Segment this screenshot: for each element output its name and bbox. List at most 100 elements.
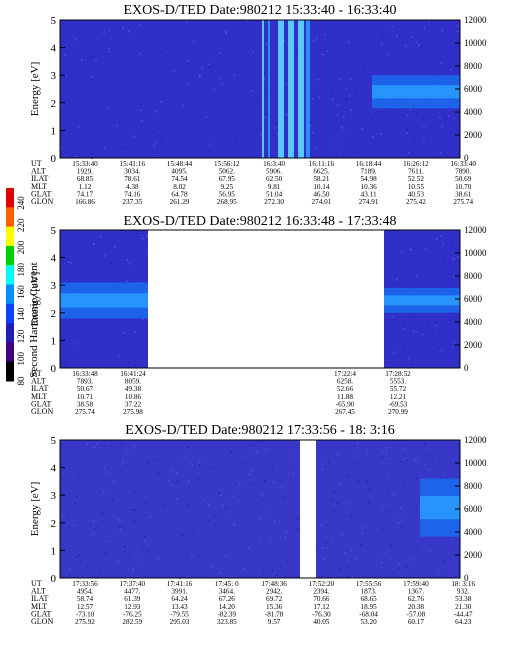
noise-speck xyxy=(400,507,402,509)
ephemeris-value: 7890. xyxy=(455,168,471,176)
ephemeris-value: 3034. xyxy=(124,168,140,176)
noise-speck xyxy=(218,492,220,494)
noise-speck xyxy=(356,442,358,445)
ephemeris-value: 64.78 xyxy=(171,190,188,198)
energy-tick-label: 0 xyxy=(51,153,57,165)
noise-speck xyxy=(286,531,288,534)
ephemeris-value: 295.03 xyxy=(170,618,190,626)
noise-speck xyxy=(91,76,93,78)
noise-speck xyxy=(116,124,118,127)
noise-speck xyxy=(77,32,80,35)
noise-speck xyxy=(314,118,316,120)
noise-speck xyxy=(390,545,392,547)
noise-speck xyxy=(91,533,94,536)
ephemeris-value: 8.02 xyxy=(173,183,186,191)
ephemeris-value: -44.47 xyxy=(454,610,473,618)
colorbar-band xyxy=(6,342,14,363)
temperature-tick-label: 4000 xyxy=(464,527,483,537)
noise-speck xyxy=(75,495,77,498)
noise-speck xyxy=(81,59,83,61)
noise-speck xyxy=(107,66,109,68)
ephemeris-row-label: ILAT xyxy=(31,174,48,183)
noise-speck xyxy=(209,143,212,145)
noise-speck xyxy=(385,255,387,257)
ephemeris-value: 55.72 xyxy=(390,385,407,393)
ephemeris-row-label: MLT xyxy=(31,392,47,401)
noise-speck xyxy=(253,447,255,449)
ephemeris-value: 18.95 xyxy=(361,603,378,611)
ephemeris-value: 1.12 xyxy=(79,183,92,191)
ephemeris-value: 1367. xyxy=(408,588,424,596)
noise-speck xyxy=(233,26,235,28)
noise-speck xyxy=(347,566,350,569)
noise-speck xyxy=(314,147,317,149)
energy-band-core xyxy=(372,85,460,99)
colorbar-tick-label: 100 xyxy=(16,352,26,366)
noise-speck xyxy=(103,467,106,469)
noise-speck xyxy=(139,24,141,26)
noise-speck xyxy=(67,247,69,250)
ephemeris-row-label: MLT xyxy=(31,182,47,191)
noise-speck xyxy=(275,123,277,126)
noise-speck xyxy=(119,470,122,473)
noise-speck xyxy=(225,32,227,35)
spectrogram-panels: EXOS-D/TED Date:980212 15:33:40 - 16:33:… xyxy=(29,3,505,626)
noise-speck xyxy=(326,50,329,53)
noise-speck xyxy=(361,476,364,479)
ephemeris-value: 4.38 xyxy=(126,183,139,191)
noise-speck xyxy=(224,31,227,33)
ephemeris-value: 16:33:40 xyxy=(450,160,476,168)
ephemeris-value: 74.54 xyxy=(171,175,188,183)
ephemeris-value: -79.55 xyxy=(170,610,189,618)
noise-speck xyxy=(425,248,427,250)
noise-speck xyxy=(453,341,455,344)
noise-speck xyxy=(368,113,370,115)
ephemeris-value: -81.78 xyxy=(265,610,284,618)
temperature-tick-label: 2000 xyxy=(464,130,483,140)
ephemeris-value: 50.67 xyxy=(77,385,94,393)
noise-speck xyxy=(229,113,231,115)
noise-speck xyxy=(380,133,382,135)
ephemeris-value: -82.39 xyxy=(218,610,237,618)
colorbar-bands xyxy=(6,188,14,382)
noise-speck xyxy=(219,52,221,54)
noise-speck xyxy=(218,23,221,25)
noise-speck xyxy=(152,131,154,133)
noise-speck xyxy=(144,120,146,123)
noise-speck xyxy=(124,545,126,548)
noise-speck xyxy=(64,74,67,77)
noise-speck xyxy=(247,131,249,133)
energy-tick-label: 0 xyxy=(51,573,57,585)
temperature-tick-label: 6000 xyxy=(464,84,483,94)
noise-speck xyxy=(393,239,395,241)
noise-speck xyxy=(269,511,271,513)
noise-speck xyxy=(213,89,215,91)
energy-axis: 0 1 2 3 4 5 Energy [eV] xyxy=(29,435,65,585)
noise-speck xyxy=(272,481,274,484)
noise-speck xyxy=(336,502,339,504)
noise-speck xyxy=(119,525,121,528)
ephemeris-value: 1873. xyxy=(361,588,377,596)
noise-speck xyxy=(409,248,412,250)
colorbar-band xyxy=(6,303,14,324)
ephemeris-value: 275.74 xyxy=(75,408,95,416)
noise-speck xyxy=(106,234,108,237)
temperature-axis: 020004000600080001000012000Temperature [… xyxy=(455,15,505,163)
noise-speck xyxy=(95,442,98,445)
colorbar-tick-label: 140 xyxy=(16,307,26,321)
ephemeris-value: 16:33:48 xyxy=(72,370,98,378)
ephemeris-value: 16:11:16 xyxy=(309,160,335,168)
ephemeris-value: -68.04 xyxy=(359,610,378,618)
noise-speck xyxy=(98,569,101,572)
noise-speck xyxy=(103,255,106,257)
noise-speck xyxy=(230,451,232,453)
noise-speck xyxy=(422,27,424,29)
energy-tick-label: 5 xyxy=(51,15,57,27)
noise-speck xyxy=(441,349,443,351)
noise-speck xyxy=(134,363,136,366)
noise-speck xyxy=(386,53,389,55)
noise-speck xyxy=(108,29,111,31)
ephemeris-row-label: ALT xyxy=(31,167,46,176)
noise-speck xyxy=(105,457,107,460)
ephemeris-row-label: GLON xyxy=(31,617,53,626)
